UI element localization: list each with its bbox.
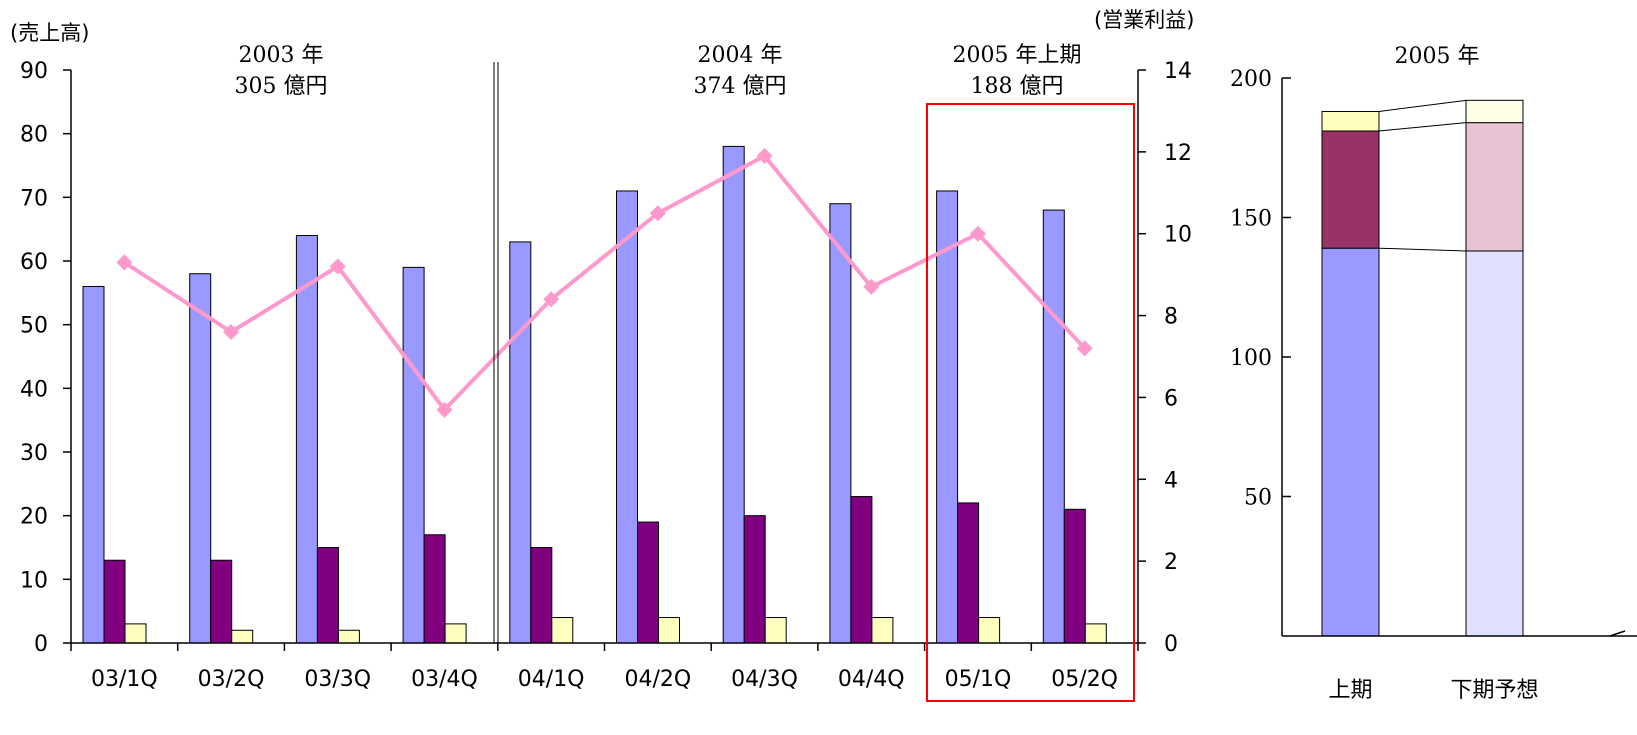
x-tick-label: 03/1Q	[91, 667, 158, 692]
line-point-05-1Q	[969, 225, 986, 242]
y-right-tick-label: 8	[1164, 305, 1178, 330]
y-left-tick-label: 40	[20, 377, 48, 402]
stacked-y-tick-label: 100	[1230, 346, 1272, 371]
period-label-2004-line2: 374 億円	[694, 74, 787, 99]
line-point-03-4Q	[436, 401, 453, 418]
bar-series3-05-1Q	[978, 617, 1001, 644]
stacked-segment-1-first-half	[1321, 247, 1380, 637]
bar-series2-04-2Q	[637, 521, 659, 644]
y-left-tick-label: 80	[20, 123, 48, 148]
stacked-segment-3-first-half	[1321, 110, 1380, 132]
x-tick-label: 03/4Q	[411, 667, 478, 692]
bar-series3-04-1Q	[551, 617, 574, 644]
bar-series3-03-3Q	[337, 629, 360, 644]
line-point-04-4Q	[863, 278, 880, 295]
y-left-tick-label: 50	[20, 314, 48, 339]
operating-profit-line	[123, 153, 1087, 413]
bar-series3-04-2Q	[658, 617, 680, 644]
line-point-04-1Q	[543, 291, 560, 308]
bar-series3-03-4Q	[444, 623, 467, 644]
bar-series3-03-2Q	[231, 629, 254, 644]
bar-series2-05-2Q	[1063, 508, 1086, 644]
stacked-y-tick-label: 150	[1230, 207, 1272, 232]
bar-series1-04-2Q	[616, 190, 638, 644]
stacked-connector-line	[1378, 99, 1467, 112]
bar-series3-04-3Q	[764, 617, 787, 644]
y-left-tick-label: 20	[20, 505, 48, 530]
bar-series1-04-3Q	[722, 145, 745, 644]
stacked-segment-3-second-half	[1465, 99, 1524, 124]
y-left-tick-label: 10	[20, 568, 48, 593]
y-right-tick-label: 0	[1164, 632, 1178, 657]
x-tick-label: 04/3Q	[731, 667, 798, 692]
bar-series2-04-1Q	[530, 547, 553, 644]
y-right-tick-label: 10	[1164, 223, 1192, 248]
bar-series1-03-3Q	[295, 235, 318, 644]
line-point-04-2Q	[649, 205, 666, 222]
bar-series1-03-4Q	[402, 266, 425, 644]
x-tick-label: 04/1Q	[518, 667, 585, 692]
stacked-connector-line	[1378, 247, 1467, 252]
bar-series2-03-1Q	[103, 559, 126, 644]
bar-series1-03-1Q	[82, 285, 105, 644]
y-right-tick-label: 2	[1164, 550, 1178, 575]
bar-series2-04-3Q	[743, 515, 766, 644]
stacked-x-tick-label: 上期	[1328, 678, 1372, 703]
bar-series1-04-1Q	[509, 241, 532, 644]
stacked-y-tick-label: 200	[1230, 67, 1272, 92]
y-left-tick-label: 60	[20, 250, 48, 275]
period-label-2005h1-line2: 188 億円	[971, 74, 1064, 99]
x-tick-label: 03/3Q	[304, 667, 371, 692]
bar-series2-03-2Q	[210, 559, 233, 644]
y-left-tick-label: 0	[34, 632, 48, 657]
highlight-box-2005h1	[926, 103, 1135, 702]
bar-series2-04-4Q	[850, 496, 873, 644]
y-left-axis-label: (売上高)	[10, 21, 89, 45]
bar-series2-05-1Q	[957, 502, 980, 644]
line-point-03-1Q	[116, 254, 133, 271]
y-right-axis-label: (営業利益)	[1094, 8, 1194, 32]
stacked-x-tick-label: 下期予想	[1450, 678, 1538, 703]
stacked-connector-line	[1378, 122, 1467, 132]
bar-series2-03-3Q	[316, 547, 339, 644]
stacked-y-tick-label: 50	[1244, 486, 1272, 511]
period-label-2005h1-line1: 2005 年上期	[953, 43, 1082, 68]
bar-series3-04-4Q	[871, 617, 894, 644]
stacked-segment-2-first-half	[1321, 130, 1380, 249]
period-label-2004-line1: 2004 年	[698, 43, 783, 68]
stacked-segment-1-second-half	[1465, 250, 1524, 637]
annual-stacked-chart: 2005 年 50 100 150 200 上期 下期予想	[1230, 44, 1637, 703]
y-left-tick-label: 90	[20, 59, 48, 84]
y-right-tick-label: 12	[1164, 141, 1192, 166]
stacked-x-axis-end	[1609, 630, 1626, 637]
bar-series1-04-4Q	[829, 203, 852, 644]
y-right-tick-label: 6	[1164, 386, 1178, 411]
y-left-tick-label: 70	[20, 186, 48, 211]
bar-series2-03-4Q	[423, 534, 446, 644]
period-label-2003-line1: 2003 年	[239, 43, 324, 68]
bar-series1-05-2Q	[1042, 209, 1065, 644]
y-right-tick-label: 14	[1164, 59, 1192, 84]
line-point-04-3Q	[756, 147, 773, 164]
x-tick-label: 04/4Q	[838, 667, 905, 692]
period-label-2003-line2: 305 億円	[235, 74, 328, 99]
bar-series3-03-1Q	[124, 623, 147, 644]
bar-series3-05-2Q	[1084, 623, 1107, 644]
bar-series1-03-2Q	[189, 273, 212, 644]
line-point-03-3Q	[329, 258, 346, 275]
stacked-segment-2-second-half	[1465, 122, 1524, 252]
line-point-05-2Q	[1076, 340, 1093, 357]
line-point-03-2Q	[223, 323, 240, 340]
y-left-tick-label: 30	[20, 441, 48, 466]
x-tick-label: 04/2Q	[624, 667, 691, 692]
bar-series1-05-1Q	[936, 190, 959, 644]
x-tick-label: 05/2Q	[1051, 667, 1118, 692]
x-tick-label: 03/2Q	[198, 667, 265, 692]
y-right-tick-label: 4	[1164, 468, 1178, 493]
quarterly-chart: (売上高) (営業利益) 2003 年 305 億円 2004 年 374 億円…	[10, 8, 1194, 702]
x-tick-label: 05/1Q	[945, 667, 1012, 692]
stacked-chart-title: 2005 年	[1395, 44, 1480, 69]
